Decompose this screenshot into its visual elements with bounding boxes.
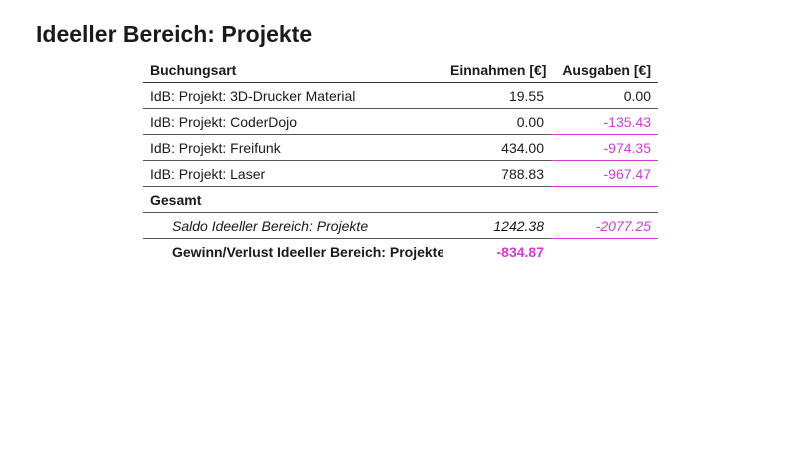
table-row: IdB: Projekt: 3D-Drucker Material 19.55 … — [143, 82, 658, 109]
row-income: 788.83 — [443, 160, 551, 187]
saldo-income: 1242.38 — [443, 212, 551, 239]
table-header-row: Buchungsart Einnahmen [€] Ausgaben [€] — [143, 57, 658, 83]
result-row: Gewinn/Verlust Ideeller Bereich: Projekt… — [143, 239, 658, 265]
row-expenses: 0.00 — [551, 82, 658, 109]
table-row: IdB: Projekt: CoderDojo 0.00 -135.43 — [143, 108, 658, 135]
saldo-row: Saldo Ideeller Bereich: Projekte 1242.38… — [143, 212, 658, 239]
saldo-label: Saldo Ideeller Bereich: Projekte — [143, 212, 443, 239]
row-income: 19.55 — [443, 82, 551, 109]
row-category: IdB: Projekt: Laser — [143, 160, 443, 187]
table-row: IdB: Projekt: Freifunk 434.00 -974.35 — [143, 134, 658, 161]
row-expenses: -974.35 — [551, 134, 658, 161]
column-header-category: Buchungsart — [143, 57, 443, 83]
row-category: IdB: Projekt: Freifunk — [143, 134, 443, 161]
group-label: Gesamt — [143, 186, 443, 213]
group-header-row: Gesamt — [143, 186, 658, 213]
row-expenses: -967.47 — [551, 160, 658, 187]
row-expenses: -135.43 — [551, 108, 658, 135]
table-row: IdB: Projekt: Laser 788.83 -967.47 — [143, 160, 658, 187]
group-empty-expenses — [551, 186, 658, 213]
result-empty — [551, 239, 658, 265]
result-label: Gewinn/Verlust Ideeller Bereich: Projekt… — [172, 243, 443, 260]
column-header-income: Einnahmen [€] — [443, 57, 551, 83]
saldo-expenses: -2077.25 — [551, 212, 658, 239]
row-income: 0.00 — [443, 108, 551, 135]
group-empty-income — [443, 186, 551, 213]
page-title: Ideeller Bereich: Projekte — [36, 21, 313, 47]
row-category: IdB: Projekt: 3D-Drucker Material — [143, 82, 443, 109]
result-value: -834.87 — [496, 243, 544, 260]
projects-table: Buchungsart Einnahmen [€] Ausgaben [€] I… — [143, 57, 658, 264]
row-income: 434.00 — [443, 134, 551, 161]
row-category: IdB: Projekt: CoderDojo — [143, 108, 443, 135]
column-header-expenses: Ausgaben [€] — [551, 57, 658, 83]
